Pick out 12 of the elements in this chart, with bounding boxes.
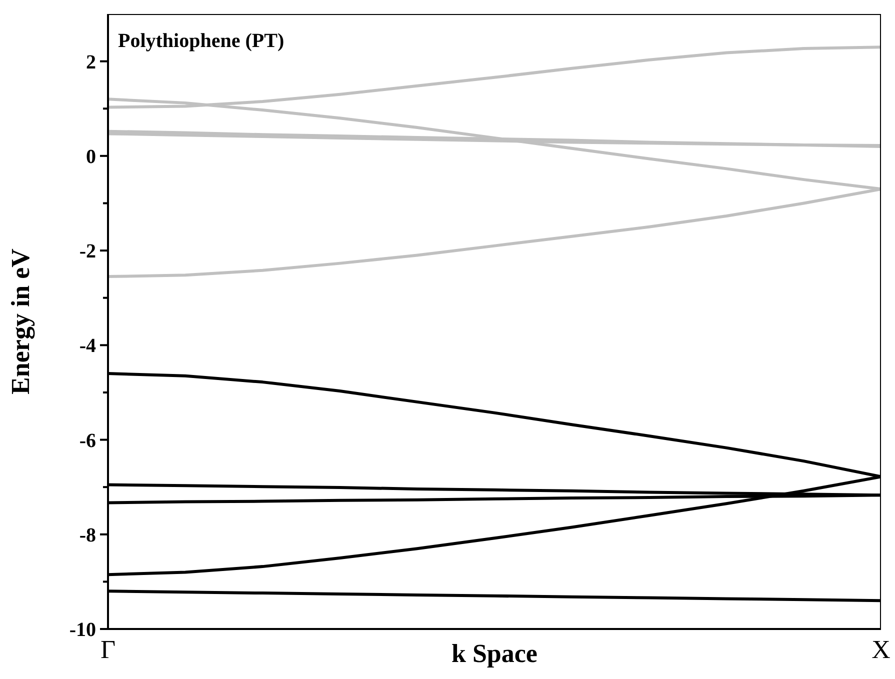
y-tick-label: -8 — [79, 524, 96, 546]
y-tick-label: -2 — [79, 240, 96, 263]
y-axis-title: Energy in eV — [6, 248, 36, 394]
y-tick-label: 0 — [86, 146, 96, 168]
y-tick-label: 2 — [86, 51, 96, 74]
y-tick-label: -4 — [79, 335, 96, 358]
x-axis-title: k Space — [452, 639, 538, 668]
x-tick-label: Γ — [100, 634, 116, 664]
x-tick-label: X — [872, 634, 891, 664]
y-tick-label: -6 — [79, 430, 96, 452]
y-tick-label: -10 — [69, 619, 96, 641]
annotation: Polythiophene (PT) — [118, 30, 284, 53]
